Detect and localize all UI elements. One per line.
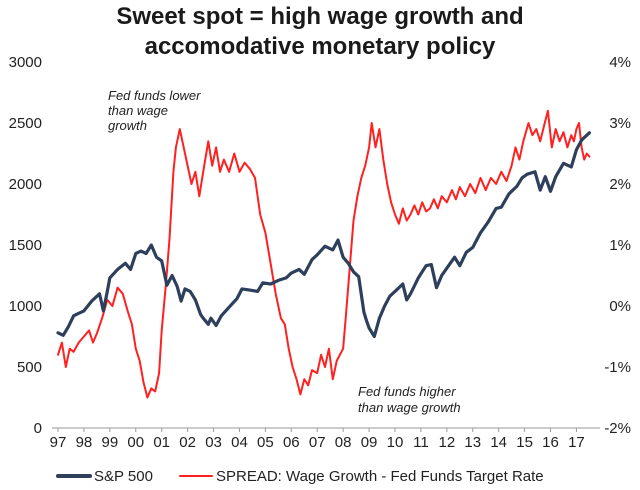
- annotation-text: than wage: [108, 103, 168, 118]
- x-tick-label: 99: [102, 434, 119, 451]
- x-tick-label: 16: [542, 434, 559, 451]
- left-y-axis-ticks: 0 500 1000 1500 2000 2500 3000: [9, 54, 42, 437]
- annotation-text: growth: [108, 118, 147, 133]
- right-y-tick-label: 4%: [609, 54, 631, 71]
- x-tick-label: 11: [413, 434, 429, 451]
- right-y-tick-label: -2%: [604, 420, 631, 437]
- left-y-tick-label: 2000: [9, 176, 42, 193]
- right-y-tick-label: 2%: [609, 176, 631, 193]
- x-tick-label: 09: [361, 434, 378, 451]
- left-y-tick-label: 500: [17, 359, 42, 376]
- x-tick-label: 01: [153, 434, 170, 451]
- right-y-tick-label: 3%: [609, 115, 631, 132]
- right-y-tick-label: -1%: [604, 359, 631, 376]
- x-tick-label: 08: [335, 434, 352, 451]
- right-y-tick-label: 0%: [609, 298, 631, 315]
- x-axis-ticks: 97 98 99 00 01 02 03 04 05 06 07 08 09 10 11 12 13 14 15 16…: [50, 428, 585, 451]
- x-tick-label: 10: [387, 434, 404, 451]
- x-tick-label: 06: [283, 434, 300, 451]
- annotation-text: Fed funds lower: [108, 88, 201, 103]
- left-y-tick-label: 1500: [9, 237, 42, 254]
- x-tick-label: 07: [309, 434, 326, 451]
- chart-title: Sweet spot = high wage growth and accomo…: [0, 2, 640, 62]
- x-tick-label: 17: [568, 434, 585, 451]
- x-tick-label: 04: [231, 434, 248, 451]
- x-tick-label: 02: [179, 434, 196, 451]
- x-tick-label: 00: [127, 434, 144, 451]
- chart-title-line-2: accomodative monetary policy: [144, 33, 496, 60]
- x-tick-label: 97: [50, 434, 67, 451]
- annotation-text: than wage growth: [358, 400, 461, 415]
- annotation-text: Fed funds higher: [358, 384, 456, 399]
- chart-title-line-1: Sweet spot = high wage growth and: [116, 3, 524, 30]
- left-y-tick-label: 0: [34, 420, 42, 437]
- x-tick-label: 15: [516, 434, 533, 451]
- x-tick-label: 13: [464, 434, 481, 451]
- sp500-series-line: [56, 131, 591, 339]
- series-layer: [56, 109, 591, 399]
- left-y-tick-label: 1000: [9, 298, 42, 315]
- right-y-tick-label: 1%: [609, 237, 631, 254]
- x-tick-label: 12: [438, 434, 455, 451]
- x-tick-label: 03: [205, 434, 222, 451]
- left-y-tick-label: 2500: [9, 115, 42, 132]
- x-tick-label: 98: [76, 434, 93, 451]
- left-y-tick-label: 3000: [9, 54, 42, 71]
- spread-series-line: [57, 109, 591, 399]
- x-tick-label: 05: [257, 434, 274, 451]
- legend: S&P 500 SPREAD: Wage Growth - Fed Funds T…: [56, 468, 544, 485]
- right-y-axis-ticks: -2% -1% 0% 1% 2% 3% 4%: [604, 54, 631, 437]
- x-tick-label: 14: [490, 434, 507, 451]
- legend-item-spread-label: SPREAD: Wage Growth - Fed Funds Target R…: [216, 468, 544, 485]
- legend-item-sp500-label: S&P 500: [94, 468, 153, 485]
